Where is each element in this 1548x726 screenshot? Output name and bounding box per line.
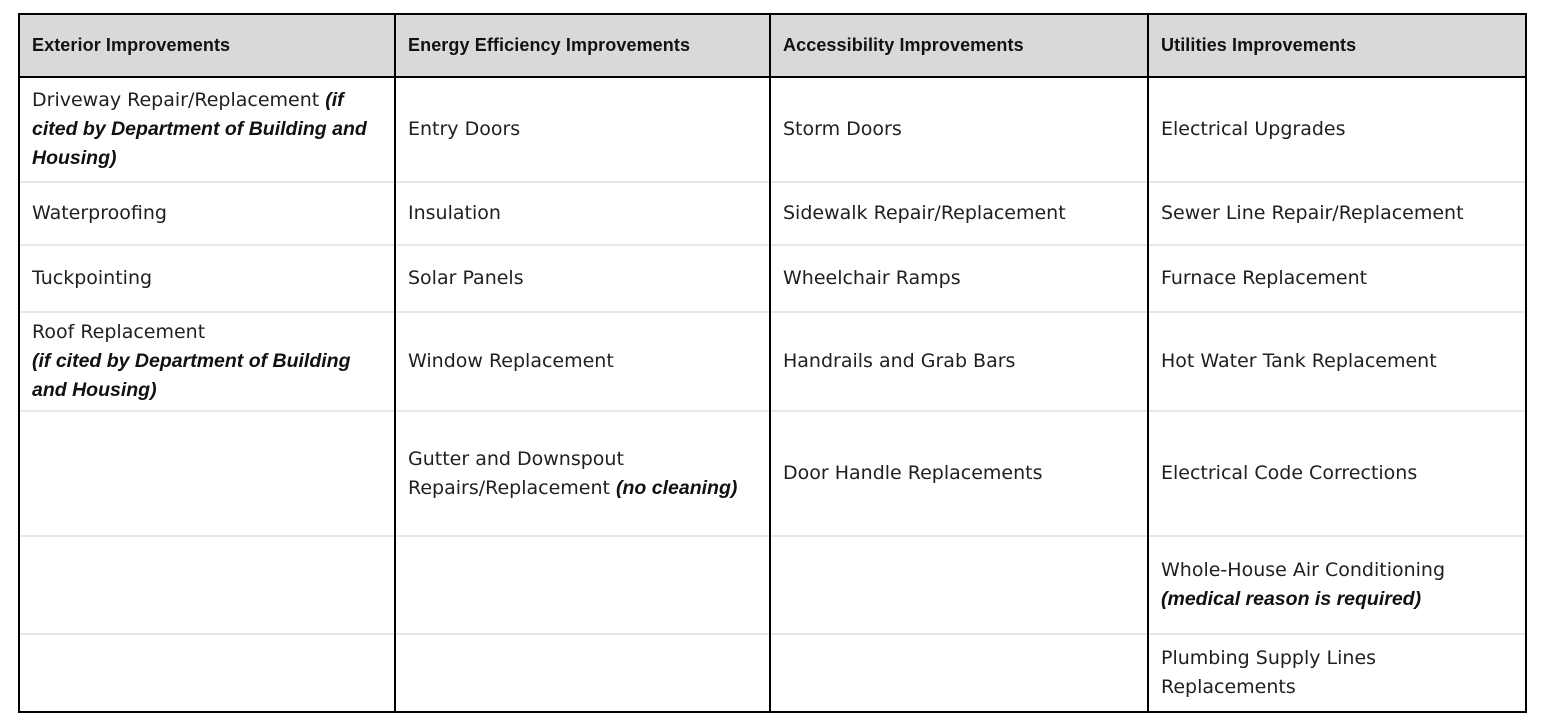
- table-body: Driveway Repair/Replacement (if cited by …: [18, 76, 1527, 712]
- table-row-2: Waterproofing Insulation Sidewalk Repair/R…: [18, 181, 1527, 245]
- table-row-1: Driveway Repair/Replacement (if cited by …: [18, 76, 1527, 182]
- text-segment: Solar Panels: [408, 267, 524, 289]
- table-cell: Door Handle Replacements: [769, 410, 1149, 536]
- improvements-table: Exterior Improvements Energy Efficiency I…: [18, 13, 1527, 713]
- emphasis-text: (no cleaning): [616, 476, 738, 499]
- table-cell: Electrical Upgrades: [1147, 76, 1527, 182]
- text-segment: Storm Doors: [783, 118, 902, 140]
- text-segment: Gutter and Downspout: [408, 447, 624, 470]
- text-segment: Replacements: [1161, 676, 1296, 698]
- table-cell: Wheelchair Ramps: [769, 244, 1149, 312]
- text-segment: Wheelchair Ramps: [783, 267, 961, 289]
- table-cell: Roof Replacement (if cited by Department …: [18, 311, 396, 411]
- text-segment: Driveway Repair/Replacement: [32, 89, 326, 111]
- text-segment: Whole-House Air Conditioning: [1161, 559, 1446, 581]
- text-segment: Hot Water Tank Replacement: [1161, 350, 1437, 372]
- table-cell: Plumbing Supply Lines Replacements: [1147, 633, 1527, 712]
- emphasis-text: cited by Department of Building and: [32, 118, 367, 140]
- text-segment: Plumbing Supply Lines: [1161, 647, 1377, 669]
- table-cell: Driveway Repair/Replacement (if cited by …: [18, 76, 396, 182]
- table-cell: Handrails and Grab Bars: [769, 311, 1149, 411]
- table-cell: [769, 633, 1149, 712]
- text-segment: Entry Doors: [408, 118, 521, 140]
- table-cell: [394, 633, 771, 712]
- table-row-4: Roof Replacement (if cited by Department …: [18, 311, 1527, 411]
- table-cell: Sidewalk Repair/Replacement: [769, 181, 1149, 245]
- text-segment: Insulation: [408, 202, 501, 224]
- table-cell: Storm Doors: [769, 76, 1149, 182]
- table-cell: Window Replacement: [394, 311, 771, 411]
- column-header-2: Energy Efficiency Improvements: [394, 13, 771, 78]
- text-segment: Repairs/Replacement: [408, 476, 617, 499]
- table-cell: Insulation: [394, 181, 771, 245]
- text-segment: Roof Replacement: [32, 321, 206, 343]
- table-cell: Tuckpointing: [18, 244, 396, 312]
- table-cell: Entry Doors: [394, 76, 771, 182]
- column-header-3: Accessibility Improvements: [769, 13, 1149, 78]
- table-cell: [769, 535, 1149, 634]
- text-segment: Electrical Upgrades: [1161, 118, 1346, 140]
- table-row-7: Plumbing Supply Lines Replacements: [18, 633, 1527, 712]
- table-cell: Electrical Code Corrections: [1147, 410, 1527, 536]
- table-cell: Gutter and Downspout Repairs/Replacement …: [394, 410, 771, 536]
- table-cell: Sewer Line Repair/Replacement: [1147, 181, 1527, 245]
- text-segment: Waterproofing: [32, 202, 167, 224]
- table-cell: Furnace Replacement: [1147, 244, 1527, 312]
- text-segment: Sewer Line Repair/Replacement: [1161, 202, 1464, 224]
- table-cell: [18, 410, 396, 536]
- text-segment: Sidewalk Repair/Replacement: [783, 202, 1066, 224]
- text-segment: Door Handle Replacements: [783, 462, 1043, 484]
- table-row-3: Tuckpointing Solar Panels Wheelchair Ramps…: [18, 244, 1527, 312]
- table-row-5: Gutter and Downspout Repairs/Replacement …: [18, 410, 1527, 536]
- column-header-4: Utilities Improvements: [1147, 13, 1527, 78]
- text-segment: Furnace Replacement: [1161, 267, 1368, 289]
- header-row: Exterior Improvements Energy Efficiency I…: [18, 13, 1527, 78]
- emphasis-text: Housing): [32, 147, 117, 169]
- emphasis-text: (medical reason is required): [1161, 588, 1422, 610]
- table-cell: Whole-House Air Conditioning (medical rea…: [1147, 535, 1527, 634]
- table-cell: Hot Water Tank Replacement: [1147, 311, 1527, 411]
- table-cell: Waterproofing: [18, 181, 396, 245]
- table-row-6: Whole-House Air Conditioning (medical rea…: [18, 535, 1527, 634]
- text-segment: Tuckpointing: [32, 267, 153, 289]
- table-cell: [394, 535, 771, 634]
- text-segment: Handrails and Grab Bars: [783, 350, 1016, 372]
- text-segment: Window Replacement: [408, 350, 614, 372]
- emphasis-text: and Housing): [32, 379, 157, 401]
- table-cell: [18, 633, 396, 712]
- table-cell: [18, 535, 396, 634]
- table-cell: Solar Panels: [394, 244, 771, 312]
- column-header-1: Exterior Improvements: [18, 13, 396, 78]
- emphasis-text: (if cited by Department of Building: [32, 350, 351, 372]
- emphasis-text: (if: [325, 89, 344, 111]
- text-segment: Electrical Code Corrections: [1161, 462, 1418, 484]
